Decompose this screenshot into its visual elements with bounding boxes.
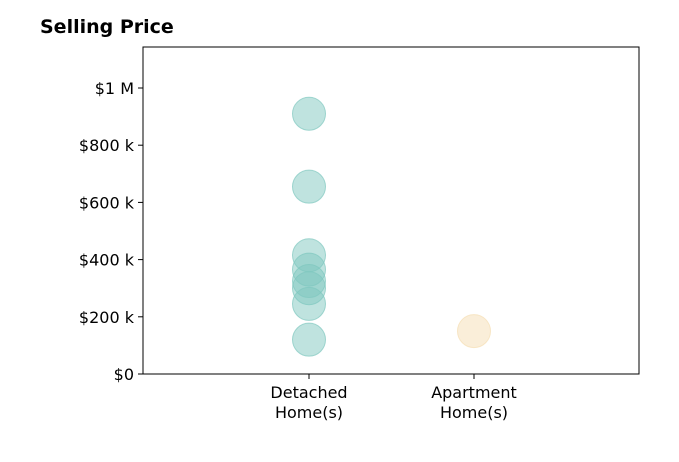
y-axis: $0 $200 k $400 k $600 k $800 k $1 M: [79, 79, 143, 384]
y-tick-label: $400 k: [79, 251, 135, 270]
plot-frame: [142, 46, 640, 375]
chart-title: Selling Price: [40, 16, 174, 38]
data-point: [457, 314, 491, 349]
data-points: [292, 96, 491, 357]
data-point: [292, 286, 326, 321]
data-point: [292, 322, 326, 357]
x-axis: Detached Home(s) Apartment Home(s): [270, 374, 517, 422]
data-point: [292, 169, 326, 204]
y-tick-label: $600 k: [79, 193, 135, 212]
x-tick-label: Apartment Home(s): [431, 383, 517, 422]
y-tick-label: $1 M: [95, 79, 134, 98]
y-tick-label: $0: [114, 365, 134, 384]
y-tick-label: $800 k: [79, 136, 135, 155]
y-tick-label: $200 k: [79, 308, 135, 327]
data-point: [292, 96, 326, 131]
x-tick-label: Detached Home(s): [270, 383, 347, 422]
